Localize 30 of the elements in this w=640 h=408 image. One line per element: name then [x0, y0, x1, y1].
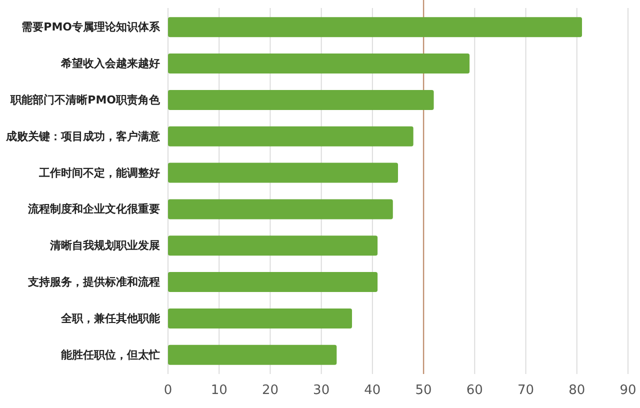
y-tick-label: 全职，兼任其他职能	[60, 312, 161, 325]
y-tick-label: 支持服务，提供标准和流程	[27, 276, 160, 289]
bar	[168, 308, 352, 328]
x-tick-label: 80	[568, 383, 586, 398]
bar	[168, 90, 434, 110]
y-tick-label: 职能部门不清晰PMO职责角色	[10, 93, 161, 106]
x-tick-label: 10	[210, 383, 228, 398]
x-tick-label: 30	[313, 383, 330, 398]
y-tick-label: 希望收入会越来越好	[60, 57, 160, 70]
x-tick-label: 40	[364, 383, 381, 398]
bar	[168, 126, 414, 146]
x-tick-label: 20	[262, 383, 278, 398]
y-tick-label: 流程制度和企业文化很重要	[27, 202, 160, 216]
bar	[168, 236, 378, 256]
y-tick-label: 工作时间不定，能调整好	[38, 166, 160, 180]
y-tick-label: 能胜任职位，但太忙	[61, 348, 160, 362]
y-tick-label: 清晰自我规划职业发展	[49, 239, 160, 252]
x-tick-label: 0	[164, 383, 172, 398]
bar	[168, 162, 398, 183]
bar	[168, 272, 378, 292]
bar	[168, 17, 582, 38]
x-tick-label: 70	[518, 383, 534, 398]
x-tick-label: 90	[620, 383, 636, 398]
bar	[168, 344, 337, 365]
bar	[168, 54, 470, 74]
x-tick-label: 60	[466, 383, 483, 398]
bar	[168, 199, 393, 220]
y-tick-label: 成败关键：项目成功，客户满意	[5, 130, 161, 143]
y-tick-label: 需要PMO专属理论知识体系	[22, 20, 161, 34]
x-tick-label: 50	[415, 383, 432, 398]
